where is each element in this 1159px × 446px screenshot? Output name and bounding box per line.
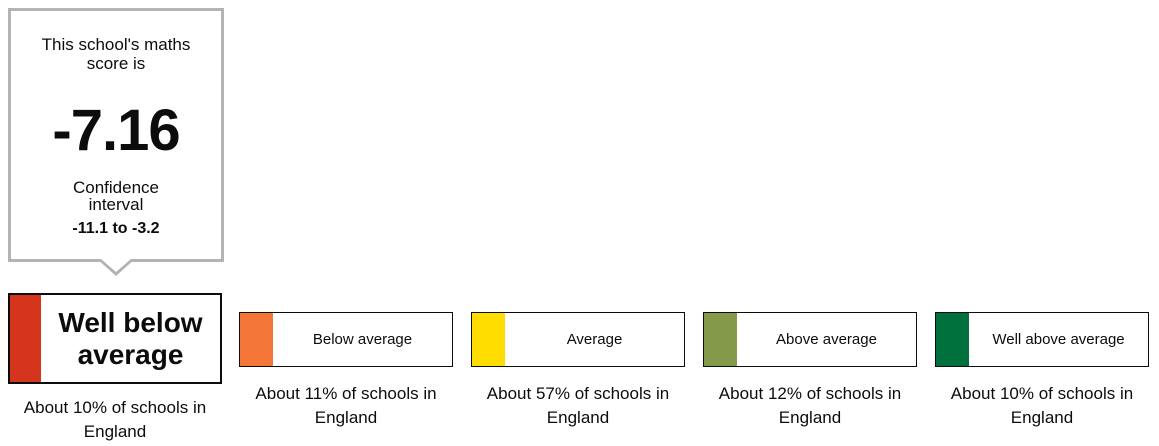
confidence-interval-range: -11.1 to -3.2 bbox=[72, 220, 160, 237]
band-color-swatch bbox=[10, 295, 41, 382]
band-label: Above average bbox=[776, 331, 877, 348]
band-well-above-average: Well above average About 10% of schools … bbox=[935, 312, 1149, 432]
band-label: Average bbox=[566, 331, 623, 348]
band-box: Average bbox=[471, 312, 685, 367]
maths-score-value: -7.16 bbox=[52, 98, 180, 163]
band-label: Below average bbox=[312, 331, 413, 348]
callout-pointer-fill bbox=[100, 258, 132, 272]
band-description: About 10% of schools in England bbox=[23, 398, 207, 441]
band-description: About 11% of schools in England bbox=[255, 384, 437, 427]
band-color-swatch bbox=[240, 313, 273, 366]
band-description: About 12% of schools in England bbox=[718, 384, 902, 427]
band-description: About 10% of schools in England bbox=[950, 384, 1134, 427]
band-box: Above average bbox=[703, 312, 917, 367]
confidence-interval-label: Confidence interval bbox=[72, 178, 159, 214]
score-callout: This school's maths score is -7.16 Confi… bbox=[8, 8, 224, 262]
band-above-average: Above average About 12% of schools in En… bbox=[703, 312, 917, 432]
band-color-swatch bbox=[472, 313, 505, 366]
band-label: Well below average bbox=[58, 306, 203, 370]
band-below-average: Below average About 11% of schools in En… bbox=[239, 312, 453, 432]
band-color-swatch bbox=[704, 313, 737, 366]
band-description: About 57% of schools in England bbox=[486, 384, 670, 427]
band-well-below-average: Well below average About 10% of schools … bbox=[8, 293, 222, 443]
band-box: Well above average bbox=[935, 312, 1149, 367]
band-box: Well below average bbox=[8, 293, 222, 384]
band-color-swatch bbox=[936, 313, 969, 366]
band-average: Average About 57% of schools in England bbox=[471, 312, 685, 432]
band-box: Below average bbox=[239, 312, 453, 367]
band-label: Well above average bbox=[992, 331, 1125, 348]
score-lead-text: This school's maths score is bbox=[41, 35, 191, 73]
